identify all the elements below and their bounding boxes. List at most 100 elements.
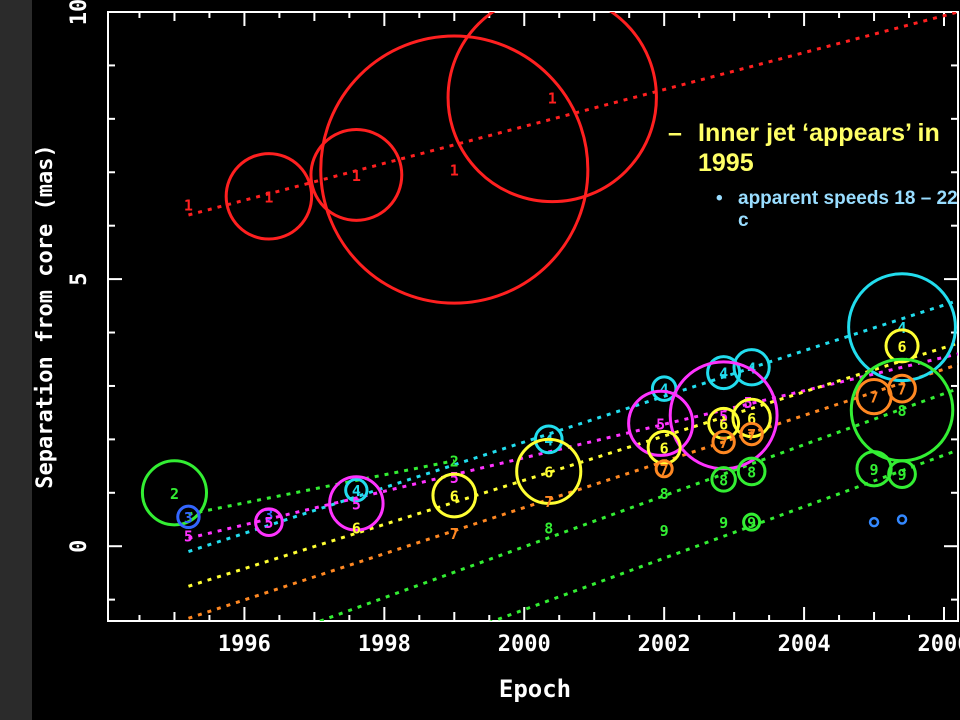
component-label: 6	[898, 338, 907, 356]
fit-line	[188, 352, 958, 540]
x-tick-label: 1996	[218, 632, 271, 657]
component-label: 5	[352, 495, 361, 513]
component-label: 6	[747, 410, 756, 428]
component-label: 9	[660, 522, 669, 540]
component-label: 8	[898, 402, 907, 420]
bullet-inner-jet: – Inner jet ‘appears’ in 1995	[668, 118, 958, 178]
component-circle	[431, 472, 478, 519]
component-label: 9	[898, 466, 907, 484]
component-circle	[254, 507, 284, 538]
slide-bullets: – Inner jet ‘appears’ in 1995 • apparent…	[668, 118, 958, 232]
fit-line	[489, 448, 958, 621]
component-circle	[328, 475, 385, 532]
component-label: 8	[544, 520, 553, 538]
plot-frame	[107, 11, 959, 622]
component-circle	[707, 406, 741, 440]
component-label: 7	[870, 389, 879, 407]
component-label: 5	[719, 407, 728, 425]
fit-line	[188, 12, 958, 217]
component-circle	[742, 512, 762, 532]
x-tick-label: 2000	[498, 632, 551, 657]
component-circle	[887, 373, 917, 404]
component-label: 5	[744, 394, 753, 412]
component-label: 6	[352, 520, 361, 538]
component-circle	[731, 397, 772, 439]
component-label: 7	[544, 493, 553, 511]
component-label: 9	[719, 514, 728, 532]
component-label: 5	[450, 469, 459, 487]
component-label: 3	[264, 506, 273, 524]
component-label: 4	[660, 381, 669, 399]
bullet-dash: –	[668, 119, 682, 147]
component-label: 7	[898, 381, 907, 399]
component-circle	[309, 128, 404, 222]
bullet-apparent-speeds: • apparent speeds 18 – 22 c	[668, 188, 958, 232]
component-circle	[140, 459, 209, 527]
component-circle	[739, 421, 764, 447]
x-tick-label: 2006	[918, 632, 960, 657]
component-label: 3	[184, 509, 193, 527]
component-circle	[344, 477, 369, 503]
x-tick-label: 2004	[778, 632, 831, 657]
fit-line	[187, 299, 958, 553]
component-label: 5	[184, 528, 193, 546]
component-circle	[732, 348, 771, 387]
component-label: 2	[450, 453, 459, 471]
component-circle	[847, 272, 957, 383]
component-label: 9	[747, 514, 756, 532]
component-circle	[654, 459, 674, 479]
component-label: 6	[719, 415, 728, 433]
component-label: 4	[352, 482, 361, 500]
component-circle	[176, 504, 201, 530]
component-label: 4	[898, 319, 907, 337]
component-label: 6	[450, 487, 459, 505]
bullet-apparent-speeds-text: apparent speeds 18 – 22 c	[738, 188, 958, 231]
component-label: 1	[352, 167, 361, 185]
fit-line	[315, 387, 958, 621]
component-label: 9	[870, 461, 879, 479]
y-tick-label: 5	[67, 272, 92, 285]
y-axis-label: Separation from core (mas)	[33, 144, 58, 488]
x-tick-label: 1998	[358, 632, 411, 657]
component-circle	[710, 466, 737, 493]
component-label: 1	[548, 89, 557, 107]
component-label: 5	[656, 415, 665, 433]
bullet-dot: •	[716, 188, 723, 209]
component-circle	[706, 355, 742, 391]
component-label: 7	[660, 461, 669, 479]
component-circle	[627, 389, 695, 457]
component-marker	[896, 514, 908, 525]
component-circle	[887, 459, 917, 489]
component-label: 1	[184, 196, 193, 214]
component-circle	[224, 152, 314, 241]
component-circle	[884, 328, 920, 364]
component-circle	[711, 429, 736, 455]
component-label: 7	[450, 525, 459, 543]
component-label: 6	[544, 463, 553, 481]
component-label: 8	[660, 485, 669, 503]
component-label: 1	[450, 162, 459, 180]
component-circle	[533, 424, 564, 455]
component-label: 5	[264, 514, 273, 532]
component-circle	[319, 34, 590, 305]
component-label: 1	[264, 188, 273, 206]
component-label: 6	[660, 439, 669, 457]
component-label: 2	[170, 485, 179, 503]
component-label: 8	[747, 463, 756, 481]
slide-left-strip	[0, 0, 32, 720]
component-circle	[446, 12, 658, 204]
component-label: 7	[747, 426, 756, 444]
component-circle	[736, 456, 767, 487]
y-tick-label: 0	[67, 540, 92, 553]
bullet-inner-jet-text: Inner jet ‘appears’ in 1995	[698, 119, 940, 177]
component-label: 4	[719, 365, 728, 383]
fit-line	[188, 341, 958, 588]
component-marker	[868, 516, 880, 528]
y-tick-label: 10	[67, 0, 92, 25]
x-axis-label: Epoch	[499, 675, 571, 703]
component-label: 8	[719, 471, 728, 489]
x-tick-label: 2002	[638, 632, 691, 657]
component-circle	[515, 437, 583, 505]
